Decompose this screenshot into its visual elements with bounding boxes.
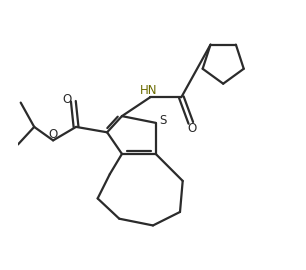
Text: O: O xyxy=(62,93,71,106)
Text: O: O xyxy=(48,128,57,141)
Text: HN: HN xyxy=(140,84,157,97)
Text: O: O xyxy=(188,122,197,135)
Text: S: S xyxy=(159,114,166,127)
